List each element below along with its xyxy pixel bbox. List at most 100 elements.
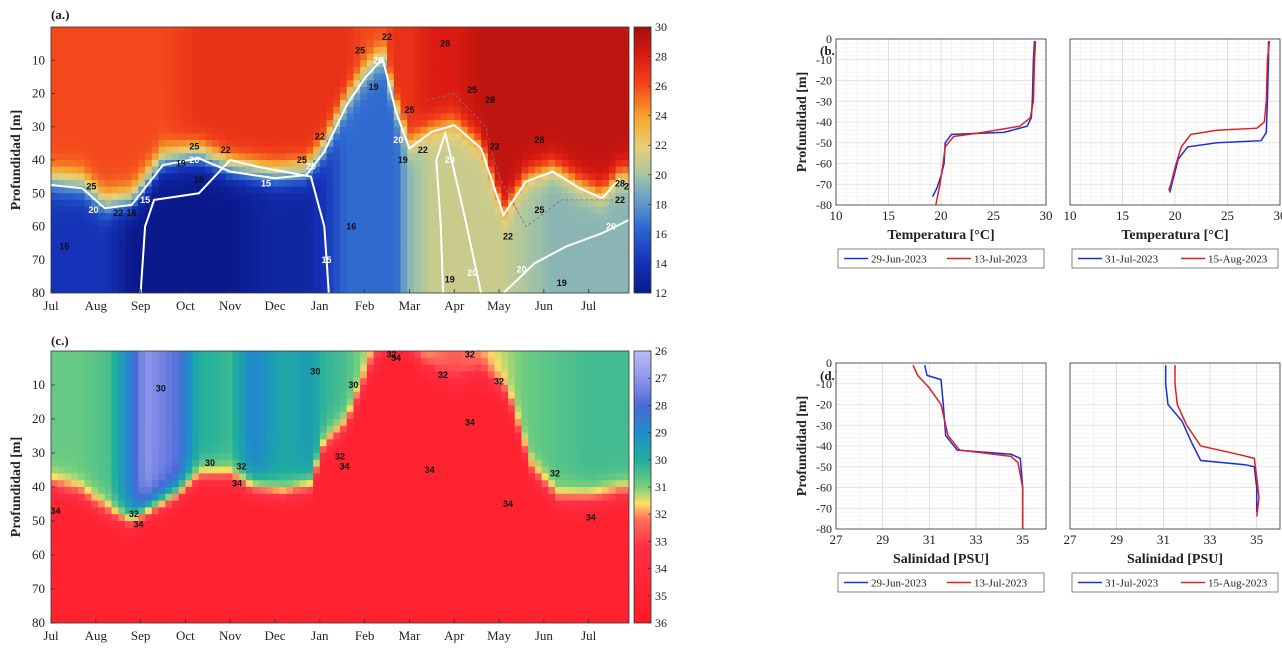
- heatmap-cell: [460, 160, 469, 168]
- heatmap-cell: [51, 364, 59, 372]
- heatmap-cell: [219, 193, 227, 201]
- heatmap-cell: [219, 357, 227, 366]
- heatmap-cell: [71, 541, 79, 549]
- heatmap-cell: [588, 140, 596, 148]
- heatmap-cell: [313, 60, 321, 68]
- heatmap-cell: [98, 371, 106, 379]
- heatmap-cell: [319, 60, 328, 68]
- heatmap-cell: [57, 133, 66, 141]
- heatmap-cell: [407, 126, 415, 134]
- heatmap-cell: [487, 286, 496, 293]
- heatmap-cell: [219, 378, 227, 386]
- heatmap-cell: [192, 419, 200, 427]
- heatmap-cell: [373, 146, 381, 154]
- heatmap-cell: [434, 206, 442, 214]
- heatmap-cell: [212, 582, 220, 590]
- heatmap-cell: [319, 239, 328, 248]
- heatmap-cell: [212, 534, 220, 542]
- heatmap-cell: [171, 500, 180, 508]
- heatmap-cell: [407, 186, 415, 194]
- heatmap-cell: [111, 500, 119, 508]
- heatmap-cell: [252, 439, 260, 447]
- heatmap-cell: [212, 239, 220, 248]
- heatmap-cell: [393, 199, 402, 208]
- heatmap-cell: [373, 219, 381, 228]
- heatmap-cell: [138, 66, 146, 75]
- heatmap-cell: [266, 166, 274, 174]
- heatmap-cell: [266, 466, 274, 474]
- heatmap-cell: [259, 419, 267, 427]
- heatmap-cell: [460, 286, 469, 293]
- heatmap-cell: [555, 153, 563, 161]
- heatmap-cell: [71, 279, 79, 287]
- heatmap-cell: [252, 273, 260, 281]
- heatmap-cell: [98, 500, 106, 508]
- heatmap-cell: [151, 266, 160, 274]
- heatmap-cell: [98, 561, 106, 570]
- heatmap-cell: [279, 66, 287, 75]
- heatmap-cell: [232, 279, 240, 287]
- heatmap-cell: [393, 133, 402, 141]
- heatmap-cell: [608, 106, 617, 115]
- heatmap-cell: [508, 73, 516, 81]
- heatmap-cell: [460, 199, 469, 208]
- heatmap-cell: [252, 364, 260, 372]
- heatmap-cell: [138, 582, 146, 590]
- heatmap-cell: [259, 206, 267, 214]
- heatmap-cell: [534, 100, 543, 108]
- heatmap-cell: [57, 453, 66, 461]
- heatmap-cell: [366, 133, 375, 141]
- heatmap-cell: [615, 286, 623, 293]
- heatmap-cell: [622, 106, 629, 115]
- heatmap-cell: [178, 514, 187, 522]
- heatmap-cell: [219, 226, 227, 234]
- heatmap-cell: [239, 575, 247, 583]
- heatmap-cell: [420, 33, 428, 41]
- heatmap-cell: [118, 595, 126, 604]
- heatmap-cell: [198, 40, 207, 48]
- heatmap-cell: [239, 80, 247, 88]
- heatmap-cell: [138, 140, 146, 148]
- heatmap-cell: [212, 561, 220, 570]
- heatmap-cell: [259, 126, 267, 134]
- heatmap-cell: [440, 233, 449, 241]
- heatmap-cell: [111, 80, 119, 88]
- heatmap-cell: [64, 521, 72, 529]
- heatmap-cell: [407, 60, 415, 68]
- heatmap-cell: [118, 259, 126, 267]
- heatmap-cell: [91, 100, 99, 108]
- heatmap-cell: [413, 133, 422, 141]
- heatmap-cell: [266, 106, 274, 115]
- heatmap-cell: [212, 453, 220, 461]
- heatmap-cell: [145, 541, 153, 549]
- heatmap-cell: [366, 73, 375, 81]
- heatmap-cell: [91, 166, 99, 174]
- heatmap-cell: [615, 279, 623, 287]
- heatmap-cell: [548, 193, 556, 201]
- heatmap-cell: [360, 273, 368, 281]
- heatmap-cell: [171, 53, 180, 61]
- heatmap-cell: [440, 33, 449, 41]
- heatmap-cell: [138, 27, 146, 35]
- heatmap-cell: [171, 371, 180, 379]
- heatmap-cell: [64, 589, 72, 597]
- heatmap-cell: [51, 398, 59, 406]
- heatmap-cell: [581, 86, 590, 95]
- heatmap-cell: [178, 473, 187, 481]
- heatmap-cell: [615, 93, 623, 101]
- heatmap-cell: [541, 259, 549, 267]
- heatmap-cell: [91, 412, 99, 420]
- heatmap-cell: [588, 253, 596, 261]
- heatmap-cell: [299, 199, 307, 208]
- heatmap-cell: [138, 53, 146, 61]
- heatmap-cell: [178, 33, 187, 41]
- heatmap-cell: [111, 419, 119, 427]
- heatmap-cell: [427, 100, 435, 108]
- heatmap-cell: [239, 146, 247, 154]
- heatmap-cell: [467, 60, 476, 68]
- heatmap-cell: [138, 459, 146, 468]
- heatmap-cell: [340, 33, 348, 41]
- heatmap-cell: [528, 286, 536, 293]
- heatmap-cell: [581, 80, 590, 88]
- heatmap-cell: [420, 179, 428, 188]
